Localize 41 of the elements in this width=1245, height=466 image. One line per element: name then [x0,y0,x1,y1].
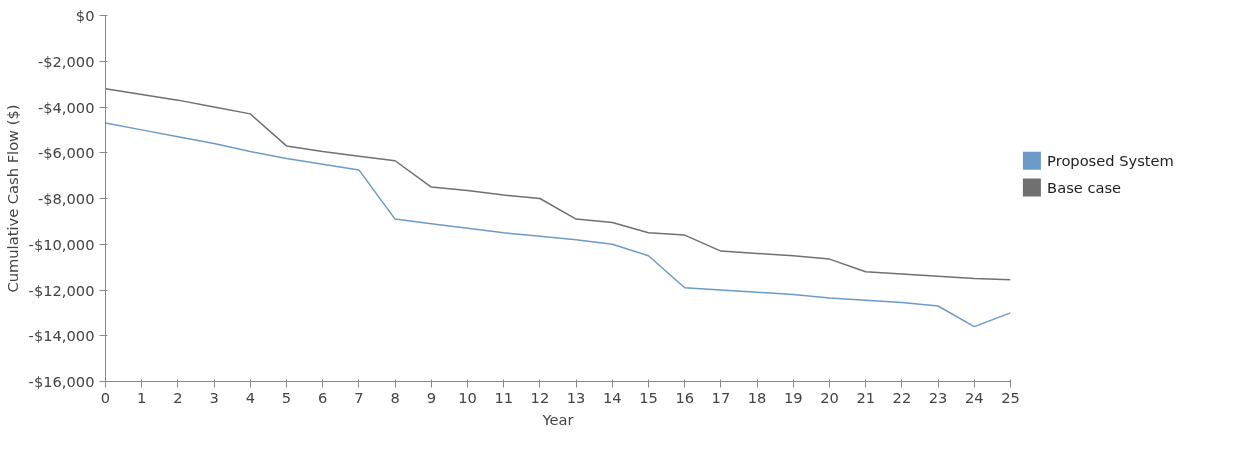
x-tick-label: 22 [892,388,912,406]
x-tick-label: 20 [820,388,839,406]
x-tick-label: 0 [100,388,111,406]
x-tick-label: 6 [318,388,328,406]
x-tick-label: 21 [856,388,876,406]
legend-label: Proposed System [1047,152,1174,170]
x-tick-label: 23 [928,388,948,406]
x-tick-label: 9 [426,388,436,406]
x-tick-label: 5 [281,388,292,406]
x-tick-label: 4 [245,388,255,406]
y-tick-label: -$4,000 [37,98,95,116]
y-tick-label: -$16,000 [28,373,95,390]
x-tick-label: 18 [747,388,767,406]
x-tick-label: 25 [1001,388,1020,406]
line-series [105,87,1011,281]
x-tick-label: 17 [711,388,731,406]
x-tick-label: 12 [530,388,550,406]
y-axis-title: Cumulative Cash Flow ($) [3,104,21,293]
y-tick-label: -$6,000 [37,144,95,162]
x-tick-label: 7 [354,388,364,406]
legend-label: Base case [1047,178,1122,196]
x-tick-label: 3 [209,388,219,406]
x-axis-title: Year [541,410,575,428]
y-tick-label: $0 [75,7,95,24]
x-tick-label: 1 [137,388,147,406]
y-tick-label: -$14,000 [28,327,95,345]
x-tick-label: 16 [675,388,695,406]
x-tick-label: 8 [390,388,400,406]
x-tick-label: 14 [602,388,622,406]
x-tick-label: 10 [458,388,477,406]
y-tick-label: -$10,000 [28,235,95,253]
y-tick-label: -$2,000 [37,52,95,70]
x-tick-label: 11 [494,388,514,406]
y-tick-label: -$12,000 [28,281,95,299]
x-tick-label: 24 [964,388,984,406]
y-tick-label: -$8,000 [37,190,95,207]
x-tick-label: 15 [639,388,658,406]
line-series [105,122,1011,328]
x-tick-label: 13 [566,388,586,406]
x-tick-label: 2 [173,388,183,406]
x-tick-label: 19 [783,388,803,406]
